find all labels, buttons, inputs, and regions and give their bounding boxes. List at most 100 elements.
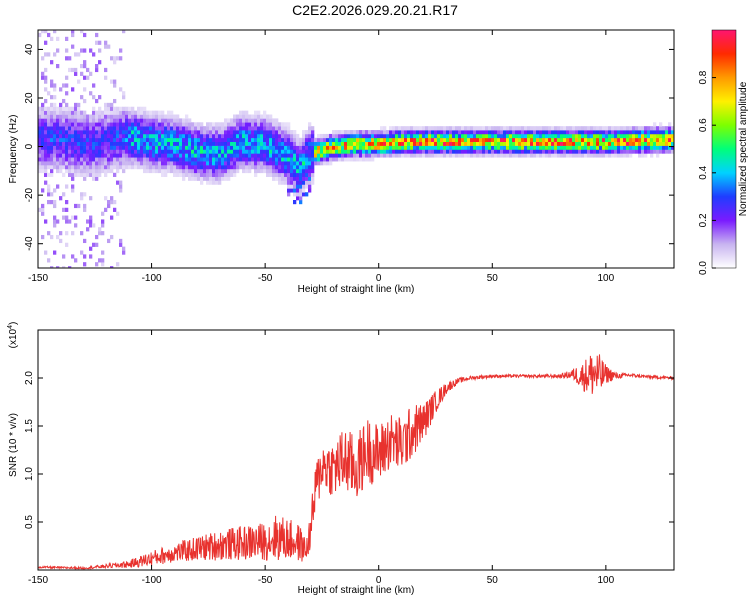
- spectrogram-cell: [269, 130, 273, 135]
- spectrogram-cell: [380, 126, 384, 131]
- spectrogram-cell: [95, 149, 99, 154]
- spectrogram-cell: [107, 44, 111, 49]
- spectrogram-cell: [92, 137, 96, 143]
- spectrogram-cell: [533, 153, 537, 158]
- spectrogram-cell: [137, 130, 141, 135]
- spectrogram-cell: [179, 172, 183, 177]
- spectrogram-cell: [230, 149, 234, 154]
- spectrogram-cell: [152, 110, 156, 115]
- spectrogram-cell: [254, 172, 258, 177]
- spectrogram-cell: [230, 137, 234, 143]
- spectrogram-cell: [488, 145, 492, 150]
- spectrogram-cell: [260, 133, 264, 139]
- spectrogram-cell: [299, 149, 303, 154]
- spectrogram-cell: [77, 141, 81, 146]
- spectrogram-cell: [599, 137, 603, 143]
- spectrogram-cell: [443, 141, 447, 146]
- spectrogram-cell: [470, 153, 474, 158]
- spectrogram-cell: [458, 130, 462, 135]
- spectrogram-cell: [158, 126, 162, 131]
- spectrogram-cell: [203, 168, 207, 174]
- spectrogram-cell: [98, 172, 102, 177]
- spectrogram-cell: [254, 114, 258, 119]
- spectrogram-cell: [452, 126, 456, 131]
- spectrogram-cell: [215, 145, 219, 150]
- spectrogram-cell: [269, 161, 273, 166]
- spectrogram-cell: [53, 118, 57, 123]
- spectrogram-cell: [245, 145, 249, 150]
- spectrogram-cell: [542, 141, 546, 146]
- spectrogram-cell: [122, 149, 126, 154]
- spectrogram-cell: [182, 172, 186, 177]
- spectrogram-cell: [80, 157, 84, 162]
- spectrogram-cell: [629, 126, 633, 131]
- spectrogram-cell: [356, 149, 360, 154]
- spectrogram-cell: [254, 137, 258, 143]
- spectrogram-cell: [236, 126, 240, 131]
- spectrogram-cell: [446, 145, 450, 150]
- spectrogram-cell: [290, 145, 294, 150]
- spectrogram-cell: [98, 137, 102, 143]
- spectrogram-cell: [68, 149, 72, 154]
- spectrogram-cell: [119, 180, 123, 185]
- spectrogram-cell: [167, 153, 171, 158]
- spectrogram-cell: [533, 145, 537, 150]
- spectrogram-cell: [92, 126, 96, 131]
- spectrogram-cell: [101, 223, 105, 228]
- spectrogram-cell: [380, 130, 384, 135]
- x-tick-label: -100: [142, 273, 162, 284]
- spectrogram-cell: [149, 157, 153, 162]
- spectrogram-cell: [98, 106, 102, 111]
- spectrogram-cell: [212, 176, 216, 181]
- spectrogram-cell: [218, 176, 222, 181]
- spectrogram-cell: [44, 114, 48, 119]
- spectrogram-cell: [287, 161, 291, 166]
- spectrogram-cell: [98, 133, 102, 139]
- spectrogram-cell: [146, 118, 150, 123]
- spectrogram-cell: [233, 141, 237, 146]
- spectrogram-cell: [41, 114, 45, 119]
- spectrogram-cell: [167, 165, 171, 170]
- spectrogram-cell: [365, 157, 369, 162]
- spectrogram-cell: [206, 168, 210, 174]
- spectrogram-cell: [125, 145, 129, 150]
- spectrogram-cell: [173, 133, 177, 139]
- spectrogram-cell: [173, 137, 177, 143]
- spectrogram-cell: [134, 122, 138, 127]
- spectrogram-cell: [62, 114, 66, 119]
- spectrogram-cell: [440, 141, 444, 146]
- spectrogram-cell: [632, 149, 636, 154]
- spectrogram-cell: [401, 141, 405, 146]
- spectrogram-cell: [143, 161, 147, 166]
- spectrogram-cell: [518, 149, 522, 154]
- spectrogram-cell: [665, 141, 669, 146]
- spectrogram-cell: [56, 141, 60, 146]
- spectrogram-cell: [431, 145, 435, 150]
- spectrogram-cell: [470, 137, 474, 143]
- spectrogram-cell: [455, 137, 459, 143]
- spectrogram-cell: [113, 106, 117, 111]
- spectrogram-cell: [632, 133, 636, 139]
- spectrogram-cell: [410, 145, 414, 150]
- spectrogram-cell: [230, 122, 234, 127]
- spectrogram-cell: [143, 106, 147, 111]
- spectrogram-cell: [506, 133, 510, 139]
- spectrogram-cell: [308, 145, 312, 150]
- spectrogram-cell: [218, 180, 222, 185]
- spectrogram-cell: [350, 153, 354, 158]
- spectrogram-cell: [71, 30, 75, 34]
- spectrogram-cell: [53, 157, 57, 162]
- spectrogram-cell: [173, 145, 177, 150]
- spectrogram-cell: [266, 168, 270, 174]
- spectrogram-cell: [248, 157, 252, 162]
- spectrogram-cell: [428, 137, 432, 143]
- spectrogram-cell: [59, 114, 63, 119]
- spectrogram-cell: [611, 145, 615, 150]
- spectrogram-cell: [245, 153, 249, 158]
- spectrogram-cell: [161, 157, 165, 162]
- spectrogram-cell: [62, 149, 66, 154]
- spectrogram-cell: [65, 215, 69, 220]
- spectrogram-cell: [644, 126, 648, 131]
- spectrogram-cell: [419, 145, 423, 150]
- spectrogram-cell: [251, 141, 255, 146]
